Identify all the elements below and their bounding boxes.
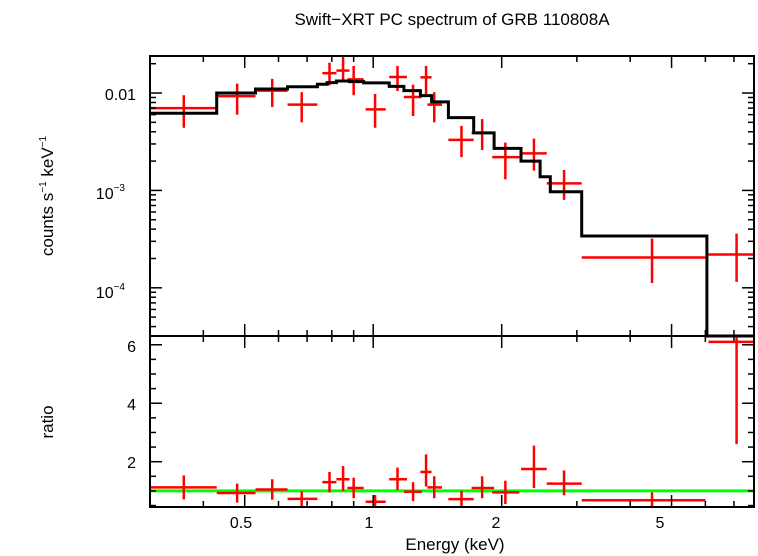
x-tick-label-2: 2 (492, 515, 501, 532)
spectrum-data-point (255, 78, 288, 107)
top-panel-frame (149, 55, 755, 337)
spectrum-data-point (420, 65, 432, 96)
ratio-data-point (347, 477, 364, 499)
ratio-panel-data-points (150, 336, 754, 507)
top-y-axis-label: counts s−1 keV−1 (38, 135, 57, 256)
ratio-data-point (216, 483, 256, 503)
ratio-y-axis-label: ratio (38, 405, 57, 438)
spectrum-data-point (546, 170, 582, 200)
top-y-axis-label-part-1: −1 (38, 181, 49, 193)
ratio-y-tick-label-2: 2 (127, 455, 136, 472)
ratio-data-point (708, 336, 754, 445)
chart-title: Swift−XRT PC spectrum of GRB 110808A (294, 10, 610, 29)
top-y-tick-label-2-exp: −4 (114, 282, 126, 293)
x-tick-label-1: 1 (365, 515, 374, 532)
ratio-data-point (365, 495, 386, 507)
ratio-data-point (150, 475, 217, 500)
top-y-tick-label-1-base: 10 (96, 186, 114, 203)
spectrum-data-point (287, 92, 318, 123)
top-y-tick-label-1: 10−3 (96, 183, 126, 203)
spectrum-data-point (427, 92, 443, 123)
ratio-data-point (581, 492, 706, 507)
ratio-y-tick-label-4: 4 (127, 397, 136, 414)
top-y-tick-label-1-exp: −3 (114, 183, 126, 194)
ratio-data-point (448, 490, 474, 507)
top-panel: 0.01 10−3 10−4 counts s−1 keV−1 (38, 55, 755, 348)
ratio-y-tick-label-6: 6 (127, 339, 136, 356)
ratio-data-point (546, 470, 582, 496)
spectrum-data-point (448, 125, 474, 158)
ratio-panel: 6 4 2 ratio 0.5 1 2 5 Energy (keV) (38, 335, 755, 554)
x-axis-label: Energy (keV) (405, 535, 504, 554)
ratio-data-point (255, 479, 288, 500)
ratio-data-point (521, 445, 547, 488)
x-tick-label-0.5: 0.5 (230, 515, 252, 532)
ratio-data-point (427, 476, 443, 499)
spectrum-data-point (708, 233, 754, 282)
spectrum-data-point (581, 238, 706, 284)
spectrum-data-point (521, 138, 547, 171)
ratio-panel-frame (149, 335, 755, 508)
ratio-data-point (322, 471, 337, 493)
top-panel-model-step (150, 79, 754, 338)
spectrum-data-point (150, 95, 217, 128)
ratio-panel-ticks (149, 344, 754, 507)
top-y-axis-label-part-0: counts s (38, 193, 57, 256)
spectrum-data-point (216, 83, 256, 115)
ratio-data-point (420, 454, 432, 487)
ratio-data-point (471, 476, 495, 499)
top-y-tick-label-0: 0.01 (105, 87, 136, 104)
top-y-axis-label-part-2: keV (38, 147, 57, 182)
ratio-data-point (492, 480, 520, 505)
ratio-data-point (403, 482, 422, 502)
spectrum-data-point (336, 56, 350, 82)
top-y-tick-label-2-base: 10 (96, 285, 114, 302)
top-panel-data-points (150, 56, 754, 284)
top-y-tick-label-2: 10−4 (96, 282, 126, 302)
top-y-axis-label-part-3: −1 (38, 135, 49, 147)
ratio-data-point (336, 466, 350, 491)
top-panel-ticks (149, 56, 754, 348)
ratio-data-point (389, 467, 407, 491)
spectrum-data-point (365, 93, 386, 128)
ratio-data-point (287, 491, 318, 507)
x-tick-label-5: 5 (656, 515, 665, 532)
